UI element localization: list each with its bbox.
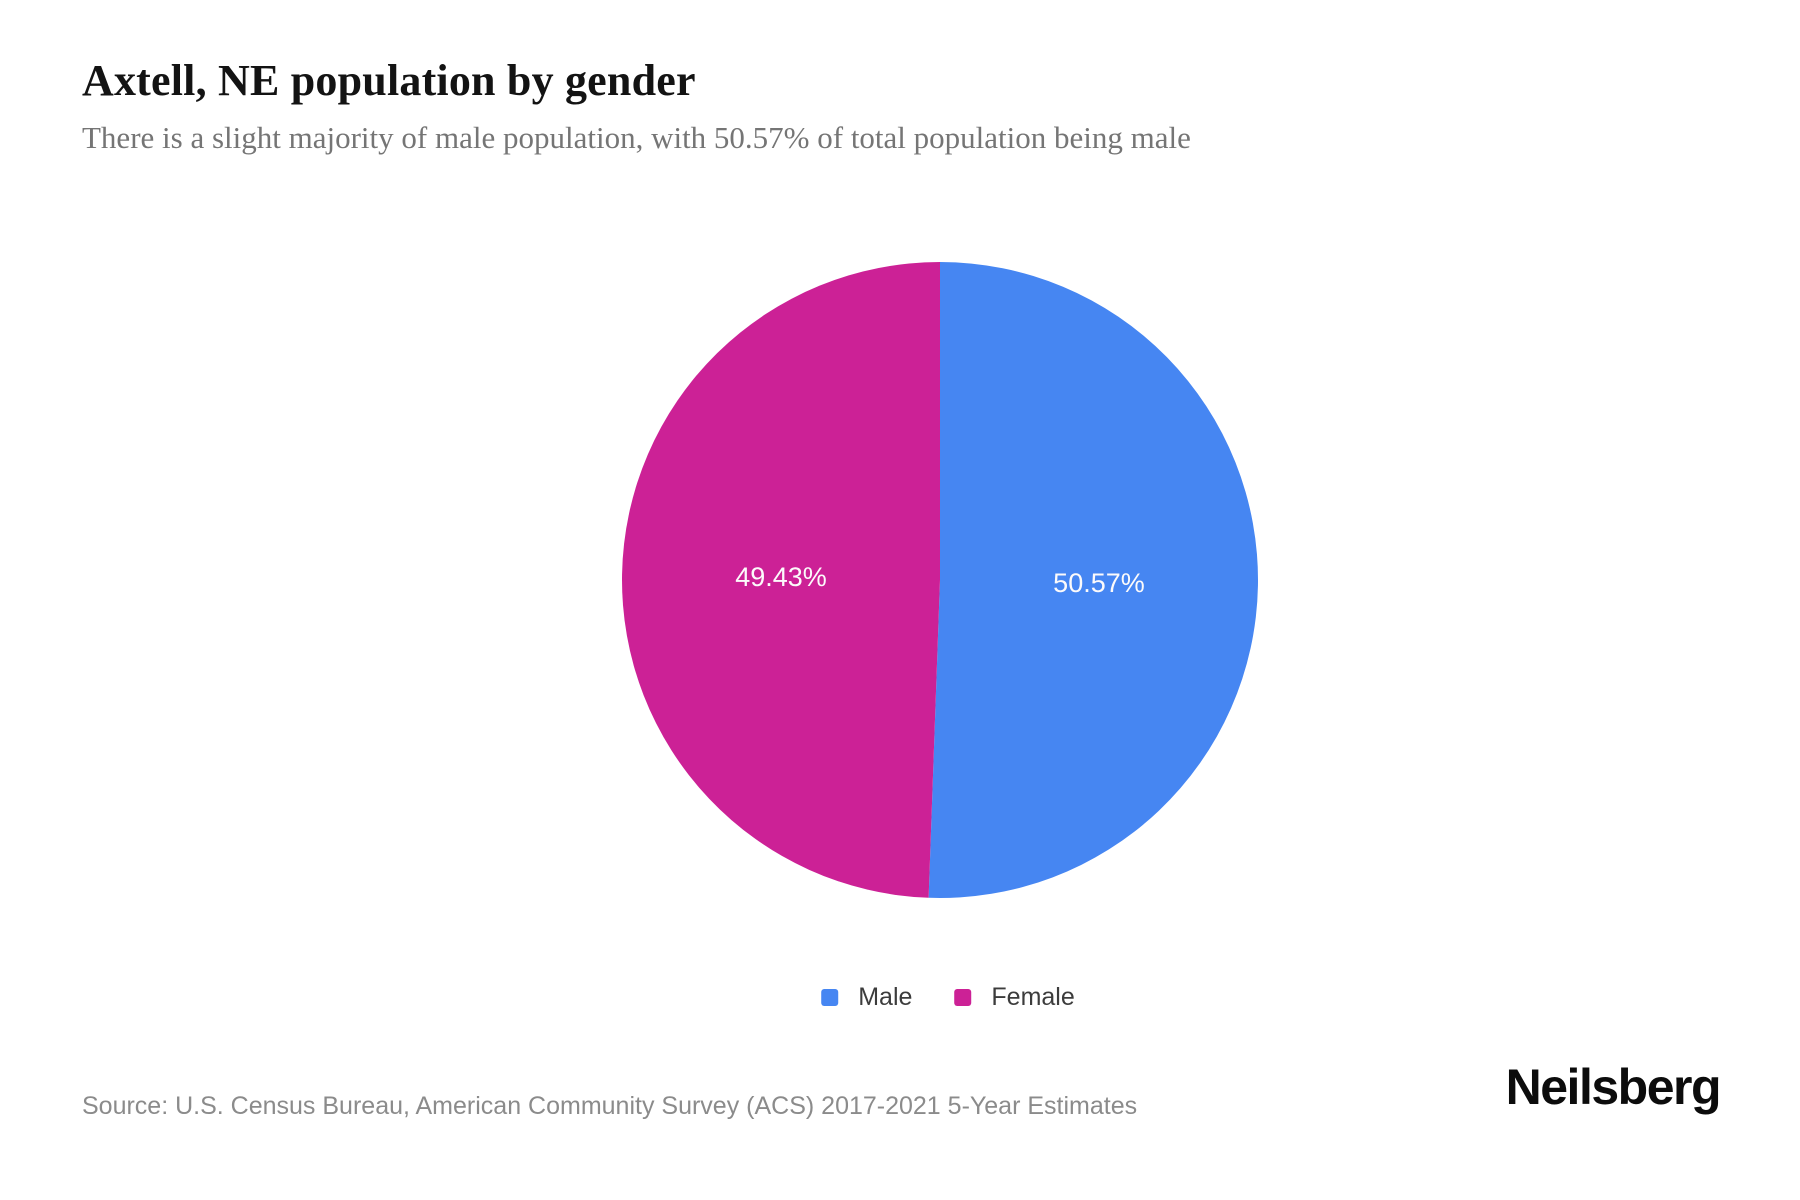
neilsberg-logo: Neilsberg [1505,1059,1722,1115]
legend-label-female: Female [991,983,1075,1011]
source-text: Source: U.S. Census Bureau, American Com… [82,1092,1138,1120]
pie-slice-label-female: 49.43% [735,562,827,592]
legend-label-male: Male [858,983,913,1011]
page-subtitle: There is a slight majority of male popul… [82,120,1191,155]
legend-swatch-female-icon [954,989,972,1006]
page-title: Axtell, NE population by gender [82,56,696,105]
legend-swatch-male-icon [821,989,839,1006]
legend-item-female[interactable]: Female [954,983,1075,1012]
pie-slice-female[interactable] [622,261,940,898]
legend: Male Female [821,983,1075,1012]
pie-chart-area: 50.57% 49.43% [590,230,1290,930]
legend-item-male[interactable]: Male [821,983,912,1012]
pie-chart: 50.57% 49.43% [622,261,1259,899]
pie-slice-male[interactable] [928,262,1259,899]
pie-slice-label-male: 50.57% [1053,568,1145,598]
